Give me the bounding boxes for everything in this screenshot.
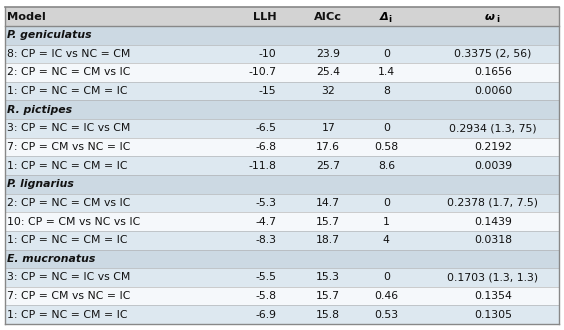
Text: 32: 32: [321, 86, 335, 96]
Text: 18.7: 18.7: [316, 235, 340, 245]
Text: 15.8: 15.8: [316, 310, 340, 320]
Text: 17: 17: [321, 123, 335, 133]
Text: 0: 0: [383, 49, 390, 59]
Text: 0.1305: 0.1305: [474, 310, 512, 320]
Text: 25.7: 25.7: [316, 161, 340, 171]
Text: 0.3375 (2, 56): 0.3375 (2, 56): [454, 49, 532, 59]
Text: 10: CP = CM vs NC vs IC: 10: CP = CM vs NC vs IC: [7, 216, 140, 227]
Text: 0: 0: [383, 123, 390, 133]
Text: Δ: Δ: [380, 12, 389, 21]
Text: 8: 8: [383, 86, 390, 96]
Text: -15: -15: [259, 86, 276, 96]
Bar: [5, 26, 559, 45]
Text: -4.7: -4.7: [255, 216, 276, 227]
Text: 0.2192: 0.2192: [474, 142, 512, 152]
Text: ω: ω: [485, 12, 495, 21]
Bar: [5, 194, 559, 212]
Text: -11.8: -11.8: [249, 161, 276, 171]
Text: 8.6: 8.6: [378, 161, 395, 171]
Bar: [5, 138, 559, 156]
Text: 0.58: 0.58: [374, 142, 398, 152]
Text: 15.7: 15.7: [316, 216, 340, 227]
Text: -6.8: -6.8: [255, 142, 276, 152]
Text: 1.4: 1.4: [378, 67, 395, 78]
Text: -10.7: -10.7: [248, 67, 276, 78]
Text: 15.3: 15.3: [316, 273, 340, 282]
Text: -6.5: -6.5: [255, 123, 276, 133]
Text: 23.9: 23.9: [316, 49, 340, 59]
Text: Model: Model: [7, 12, 46, 21]
Text: 0.1656: 0.1656: [474, 67, 512, 78]
Text: 0.0060: 0.0060: [474, 86, 512, 96]
Bar: [5, 45, 559, 63]
Text: 0.0039: 0.0039: [474, 161, 512, 171]
Text: R. pictipes: R. pictipes: [7, 105, 72, 115]
Text: 25.4: 25.4: [316, 67, 340, 78]
Text: P. lignarius: P. lignarius: [7, 179, 74, 189]
Text: AICc: AICc: [314, 12, 342, 21]
Text: E. mucronatus: E. mucronatus: [7, 254, 95, 264]
Text: 0: 0: [383, 273, 390, 282]
Text: 1: CP = NC = CM = IC: 1: CP = NC = CM = IC: [7, 161, 127, 171]
Text: 7: CP = CM vs NC = IC: 7: CP = CM vs NC = IC: [7, 142, 130, 152]
Bar: [5, 231, 559, 249]
Bar: [5, 212, 559, 231]
Text: P. geniculatus: P. geniculatus: [7, 30, 91, 40]
Text: 0.0318: 0.0318: [474, 235, 512, 245]
Bar: [5, 119, 559, 138]
Bar: [5, 175, 559, 194]
Text: 0.2934 (1.3, 75): 0.2934 (1.3, 75): [449, 123, 537, 133]
Text: 1: CP = NC = CM = IC: 1: CP = NC = CM = IC: [7, 310, 127, 320]
Text: 2: CP = NC = CM vs IC: 2: CP = NC = CM vs IC: [7, 67, 130, 78]
Text: i: i: [496, 16, 499, 24]
Bar: [5, 306, 559, 324]
Text: 15.7: 15.7: [316, 291, 340, 301]
Text: 14.7: 14.7: [316, 198, 340, 208]
Text: 4: 4: [383, 235, 390, 245]
Bar: [5, 287, 559, 306]
Bar: [5, 268, 559, 287]
Text: 0.53: 0.53: [374, 310, 398, 320]
Text: 0.2378 (1.7, 7.5): 0.2378 (1.7, 7.5): [447, 198, 539, 208]
Text: 2: CP = NC = CM vs IC: 2: CP = NC = CM vs IC: [7, 198, 130, 208]
Text: 17.6: 17.6: [316, 142, 340, 152]
Bar: [5, 100, 559, 119]
Bar: [5, 156, 559, 175]
Text: 0: 0: [383, 198, 390, 208]
Text: 0.1354: 0.1354: [474, 291, 512, 301]
Text: LLH: LLH: [253, 12, 276, 21]
Bar: [5, 249, 559, 268]
Text: 0.1439: 0.1439: [474, 216, 512, 227]
Text: -6.9: -6.9: [255, 310, 276, 320]
Text: -8.3: -8.3: [255, 235, 276, 245]
Text: 3: CP = NC = IC vs CM: 3: CP = NC = IC vs CM: [7, 123, 130, 133]
Text: -10: -10: [259, 49, 276, 59]
Bar: [5, 82, 559, 100]
Text: 1: 1: [383, 216, 390, 227]
Bar: [5, 63, 559, 82]
Text: 1: CP = NC = CM = IC: 1: CP = NC = CM = IC: [7, 235, 127, 245]
Text: 1: CP = NC = CM = IC: 1: CP = NC = CM = IC: [7, 86, 127, 96]
Text: -5.8: -5.8: [255, 291, 276, 301]
Text: i: i: [388, 16, 391, 24]
Text: 7: CP = CM vs NC = IC: 7: CP = CM vs NC = IC: [7, 291, 130, 301]
Text: 8: CP = IC vs NC = CM: 8: CP = IC vs NC = CM: [7, 49, 130, 59]
Text: 0.46: 0.46: [374, 291, 398, 301]
Text: 0.1703 (1.3, 1.3): 0.1703 (1.3, 1.3): [447, 273, 539, 282]
Text: -5.5: -5.5: [255, 273, 276, 282]
Bar: [5, 7, 559, 26]
Text: 3: CP = NC = IC vs CM: 3: CP = NC = IC vs CM: [7, 273, 130, 282]
Text: -5.3: -5.3: [255, 198, 276, 208]
